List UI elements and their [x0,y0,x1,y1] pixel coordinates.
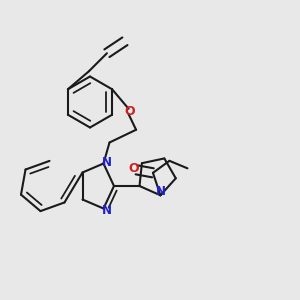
Text: O: O [125,105,135,118]
Text: N: N [101,155,112,169]
Text: N: N [101,203,112,217]
Text: N: N [155,185,165,198]
Text: O: O [128,162,139,175]
